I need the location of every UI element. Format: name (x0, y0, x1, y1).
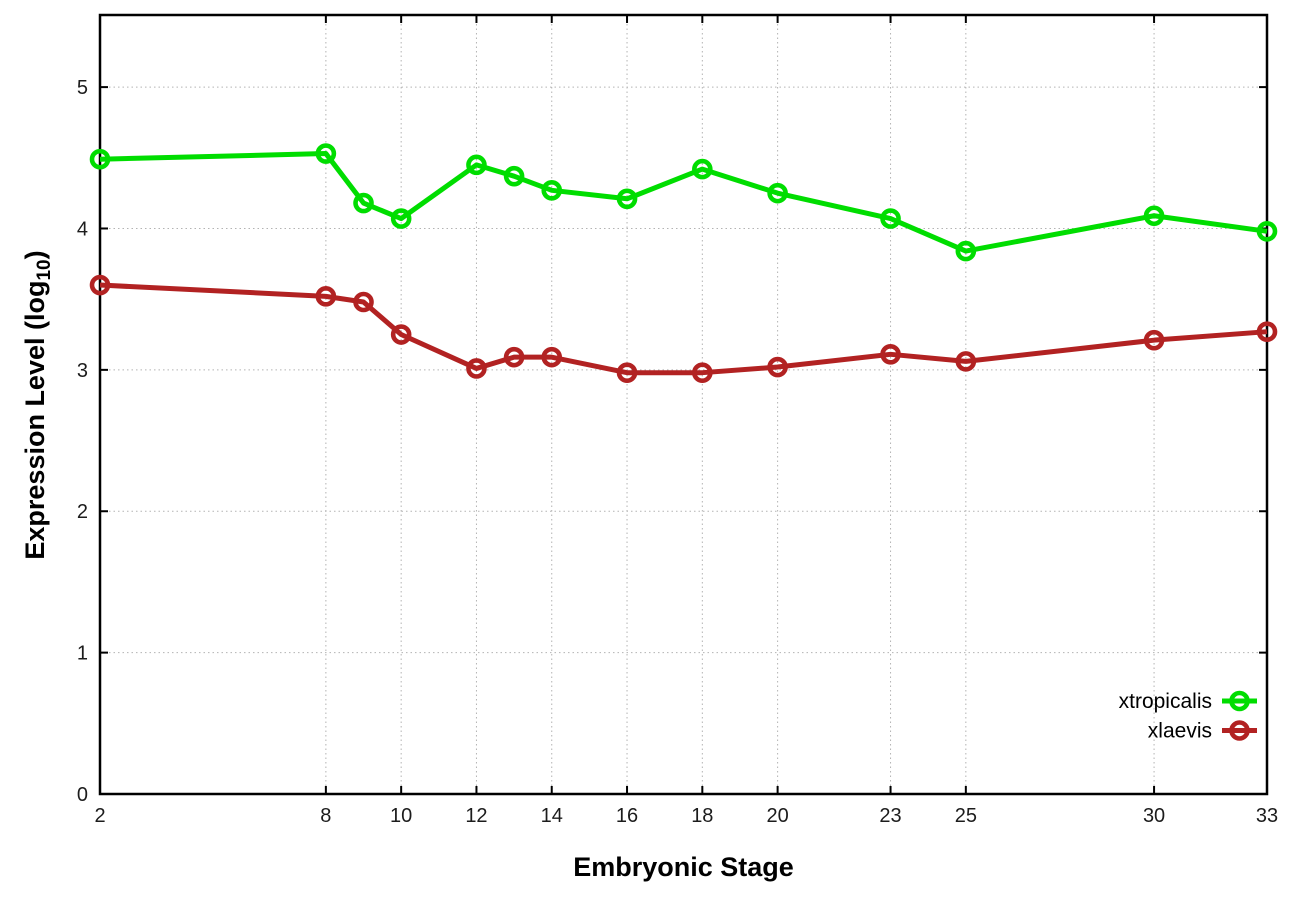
series-xlaevis-point-stage-2 (89, 274, 111, 296)
series-xtropicalis-point-stage-9 (353, 192, 374, 214)
y-tick-label-1: 1 (77, 643, 88, 665)
series-xtropicalis-point-stage-20 (767, 182, 788, 204)
x-tick-label-2: 2 (94, 805, 105, 827)
x-tick-label-23: 23 (879, 805, 901, 827)
series-xtropicalis-point-stage-18 (692, 158, 713, 180)
series-xlaevis-point-stage-23 (880, 344, 901, 365)
x-tick-label-16: 16 (616, 805, 638, 827)
plot-border (98, 13, 1269, 796)
series-xlaevis-point-stage-18 (692, 362, 713, 383)
x-axis-title: Embryonic Stage (573, 852, 794, 882)
x-tick-label-8: 8 (320, 805, 331, 827)
series-xlaevis-point-stage-12 (466, 358, 487, 379)
y-tick-label-2: 2 (77, 501, 88, 523)
legend-sample-xtropicalis-marker (1229, 690, 1250, 712)
y-axis-title-text: Expression Level (log (20, 280, 50, 560)
x-tick-label-10: 10 (390, 805, 412, 827)
legend-label-xtropicalis: xtropicalis (1119, 690, 1212, 713)
x-tick-label-30: 30 (1143, 805, 1165, 827)
y-tick-label-0: 0 (77, 784, 88, 806)
series-xtropicalis-point-stage-30 (1143, 205, 1165, 227)
legend-label-xlaevis: xlaevis (1148, 720, 1212, 743)
y-axis-title-subscript: 10 (34, 259, 55, 281)
series-xtropicalis-point-stage-8 (315, 143, 337, 164)
y-tick-label-3: 3 (77, 360, 88, 382)
x-tick-label-25: 25 (955, 805, 977, 827)
legend-sample-xlaevis-marker (1229, 720, 1250, 741)
series-xtropicalis-point-stage-12 (466, 154, 487, 176)
series-xtropicalis-point-stage-14 (541, 180, 563, 201)
series-xtropicalis-line (99, 151, 1268, 254)
series-xlaevis-point-stage-10 (390, 324, 412, 345)
series-xlaevis-point-stage-13 (503, 346, 525, 368)
y-tick-label-5: 5 (77, 77, 88, 99)
series-xtropicalis-point-stage-33 (1256, 221, 1278, 242)
series-xlaevis-line (99, 282, 1268, 376)
y-axis-title: Expression Level (log10) (20, 250, 56, 559)
series-xtropicalis-point-stage-10 (390, 208, 412, 229)
series-xlaevis-point-stage-14 (541, 346, 563, 368)
y-tick-label-4: 4 (77, 218, 88, 240)
series-xlaevis-point-stage-33 (1256, 321, 1278, 342)
series-xlaevis-point-stage-16 (616, 362, 638, 383)
series-xtropicalis-point-stage-13 (503, 165, 525, 187)
x-tick-label-12: 12 (465, 805, 487, 827)
y-axis-title-suffix: ) (20, 250, 50, 260)
x-tick-label-18: 18 (691, 805, 713, 827)
series-xlaevis-point-stage-25 (955, 351, 977, 372)
x-tick-label-20: 20 (766, 805, 788, 827)
x-tick-label-14: 14 (541, 805, 563, 827)
series-xtropicalis-point-stage-25 (955, 240, 977, 262)
series-xlaevis-point-stage-20 (767, 356, 788, 378)
series-xlaevis-point-stage-9 (353, 291, 374, 313)
series-xtropicalis-point-stage-16 (616, 188, 638, 210)
series-xlaevis-point-stage-30 (1143, 329, 1165, 351)
series-xlaevis-point-stage-8 (315, 286, 337, 307)
series-xtropicalis-point-stage-23 (880, 208, 901, 229)
x-tick-label-33: 33 (1256, 805, 1278, 827)
series-xtropicalis-point-stage-2 (89, 148, 111, 170)
